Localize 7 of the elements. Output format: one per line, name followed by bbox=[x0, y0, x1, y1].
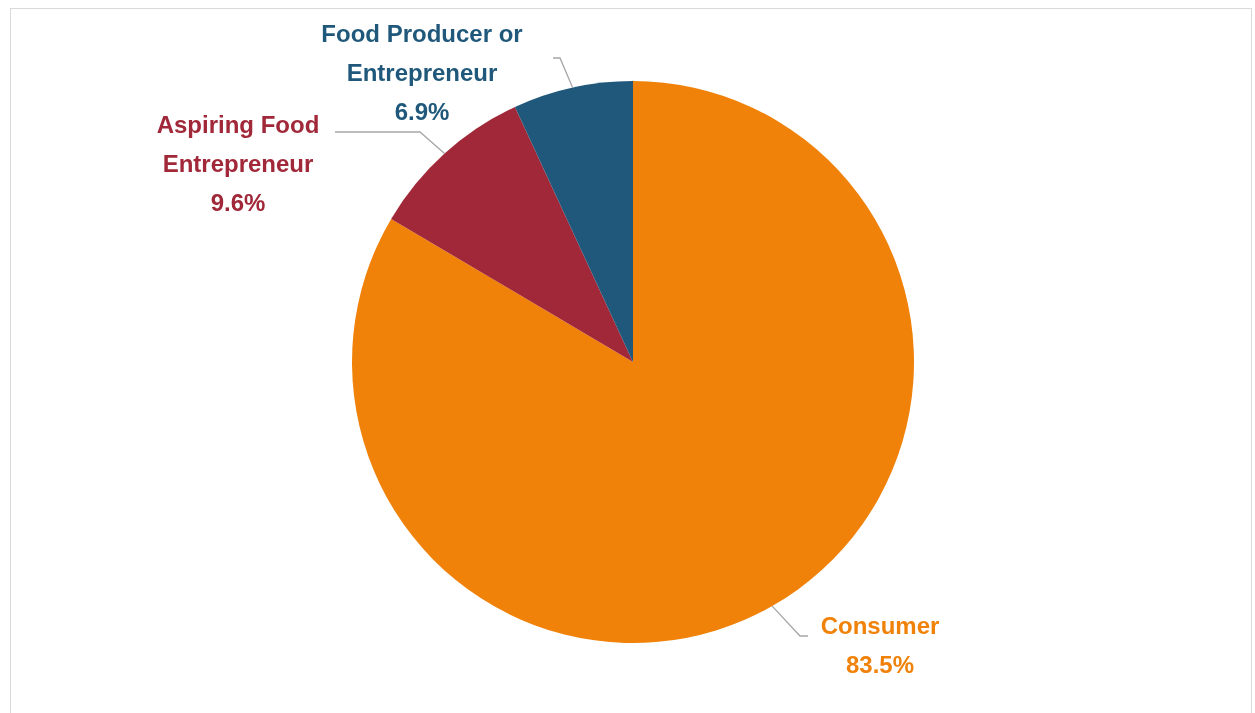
slice-label: Food Producer or Entrepreneur bbox=[321, 20, 523, 86]
data-label: 6.9% bbox=[394, 98, 450, 125]
slice-label: Aspiring Food Entrepreneur bbox=[156, 111, 320, 177]
data-label: 9.6% bbox=[210, 189, 266, 216]
data-label: 83.5% bbox=[845, 651, 915, 678]
slice-label: Consumer bbox=[820, 612, 940, 639]
pie-slice bbox=[514, 81, 633, 362]
